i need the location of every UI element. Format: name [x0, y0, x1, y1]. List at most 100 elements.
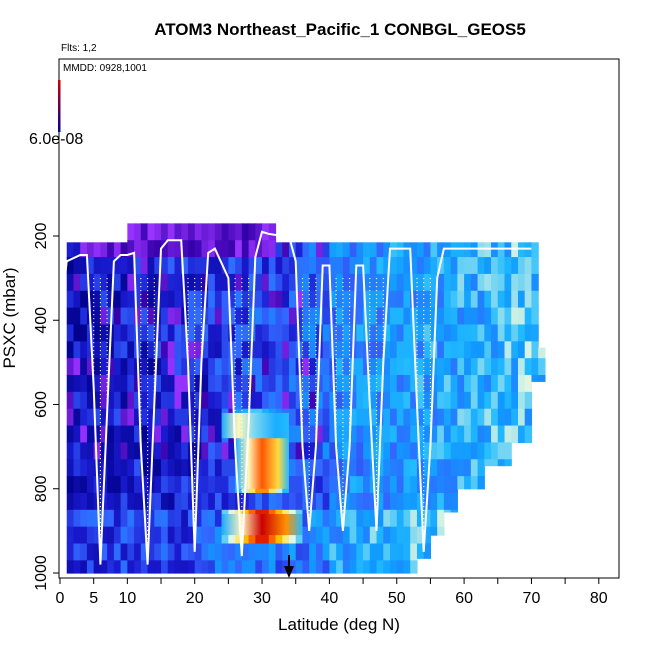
curtain-cell: [161, 509, 169, 528]
curtain-cell: [349, 560, 357, 574]
curtain-cell: [295, 391, 304, 410]
curtain-cell: [524, 324, 533, 342]
curtain-cell: [531, 290, 539, 309]
curtain-cell: [396, 242, 405, 258]
curtain-cell: [241, 307, 250, 326]
curtain-cell: [201, 341, 209, 359]
curtain-cell: [477, 242, 485, 258]
curtain-cell: [315, 257, 324, 275]
curtain-cell: [288, 290, 297, 309]
curtain-cell: [322, 273, 330, 292]
curtain-cell: [349, 242, 357, 258]
curtain-cell: [241, 375, 250, 393]
curtain-cell: [288, 375, 297, 393]
curtain-cell: [100, 375, 108, 393]
curtain-cell: [356, 492, 364, 511]
curtain-cell: [504, 307, 512, 326]
curtain-cell: [268, 257, 277, 275]
curtain-cell: [403, 408, 411, 427]
curtain-cell: [255, 341, 263, 359]
curtain-cell: [383, 341, 391, 359]
curtain-cell: [282, 273, 290, 292]
curtain-cell: [477, 391, 485, 410]
curtain-cell: [356, 290, 364, 309]
curtain-cell: [470, 358, 479, 376]
curtain-cell: [73, 324, 81, 342]
curtain-cell: [66, 324, 75, 342]
latitude-marker: [283, 555, 294, 578]
curtain-cell: [376, 509, 384, 528]
curtain-cell: [464, 242, 472, 258]
curtain-cell: [288, 307, 297, 326]
curtain-cell: [309, 492, 317, 511]
curtain-cell: [228, 459, 236, 477]
curtain-cell: [275, 290, 283, 309]
curtain-cell: [383, 408, 391, 427]
curtain-cell: [517, 425, 526, 444]
curtain-cell: [423, 459, 432, 477]
curtain-cell: [140, 358, 149, 376]
hotspot-layer: [221, 412, 303, 536]
curtain-cell: [161, 492, 169, 511]
curtain-cell: [147, 442, 155, 460]
curtain-cell: [107, 442, 115, 460]
curtain-cell: [295, 543, 304, 561]
curtain-cell: [302, 560, 310, 574]
curtain-cell: [174, 560, 182, 574]
curtain-cell: [369, 290, 378, 309]
curtain-cell: [315, 273, 324, 292]
curtain-cell: [113, 408, 122, 427]
curtain-cell: [302, 257, 310, 275]
curtain-cell: [403, 425, 411, 444]
curtain-cell: [484, 341, 492, 359]
curtain-cell: [531, 257, 539, 275]
curtain-cell: [309, 459, 317, 477]
curtain-cell: [228, 290, 236, 309]
curtain-cell: [390, 375, 398, 393]
curtain-cell: [73, 560, 81, 574]
curtain-cell: [288, 408, 297, 427]
curtain-cell: [464, 324, 472, 342]
curtain-cell: [201, 223, 209, 241]
curtain-cell: [181, 425, 189, 444]
curtain-cell: [228, 442, 236, 460]
curtain-cell: [524, 425, 533, 444]
curtain-cell: [302, 324, 310, 342]
curtain-cell: [154, 509, 162, 528]
curtain-cell: [416, 425, 425, 444]
curtain-cell: [255, 526, 263, 545]
curtain-cell: [383, 425, 391, 444]
curtain-cell: [107, 391, 115, 410]
curtain-cell: [295, 307, 304, 326]
curtain-cell: [511, 375, 519, 393]
curtain-cell: [484, 358, 492, 376]
curtain-cell: [268, 341, 277, 359]
curtain-cell: [491, 375, 499, 393]
curtain-cell: [174, 375, 182, 393]
curtain-cell: [241, 358, 250, 376]
curtain-cell: [214, 442, 223, 460]
curtain-cell: [369, 509, 378, 528]
curtain-cell: [443, 242, 452, 258]
curtain-cell: [248, 560, 256, 574]
curtain-cell: [241, 257, 250, 275]
curtain-cell: [93, 242, 101, 258]
curtain-cell: [322, 290, 330, 309]
curtain-cell: [127, 459, 135, 477]
curtain-cell: [396, 307, 405, 326]
curtain-cell: [403, 442, 411, 460]
curtain-cell: [416, 324, 425, 342]
curtain-cell: [221, 442, 229, 460]
curtain-cell: [93, 442, 101, 460]
curtain-cell: [369, 375, 378, 393]
curtain-cell: [268, 543, 277, 561]
curtain-cell: [181, 257, 189, 275]
curtain-cell: [221, 560, 229, 574]
curtain-cell: [416, 242, 425, 258]
curtain-cell: [86, 375, 95, 393]
curtain-cell: [147, 560, 155, 574]
curtain-cell: [127, 543, 135, 561]
curtain-cell: [275, 242, 283, 258]
curtain-cell: [174, 391, 182, 410]
curtain-cell: [504, 341, 512, 359]
